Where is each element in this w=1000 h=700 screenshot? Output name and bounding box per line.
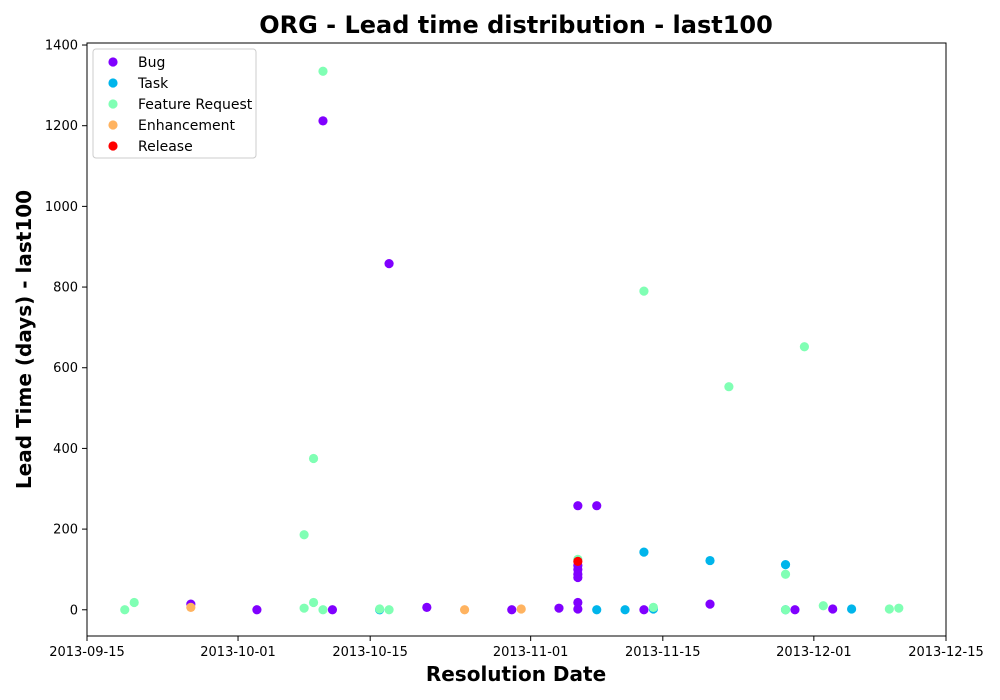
data-point-task: [847, 604, 857, 614]
legend-marker: [108, 141, 118, 151]
legend-marker: [108, 99, 118, 109]
data-point-task: [780, 559, 791, 570]
data-point-bug: [422, 602, 432, 612]
data-point-feature-request: [375, 604, 385, 614]
data-point-bug: [554, 603, 564, 613]
data-point-release: [573, 556, 583, 566]
x-axis-label: Resolution Date: [426, 662, 606, 686]
y-tick-label: 400: [53, 442, 78, 457]
legend-marker: [108, 57, 118, 67]
data-point-feature-request: [318, 605, 328, 615]
legend: Bug Task Feature Request Enhancement Release: [92, 48, 257, 159]
legend-label: Feature Request: [138, 97, 253, 113]
y-tick-label: 200: [53, 523, 78, 538]
x-axis: 2013-09-15 2013-10-01 2013-10-15 2013-11-01…: [49, 636, 984, 660]
data-point-feature-request: [299, 603, 309, 613]
x-tick-label: 2013-09-15: [49, 645, 125, 660]
data-point-feature-request: [799, 342, 810, 352]
data-point-feature-request: [780, 605, 791, 615]
y-tick-label: 0: [70, 603, 78, 618]
data-point-task: [592, 605, 602, 615]
data-point-bug: [384, 259, 394, 269]
data-point-task: [639, 547, 649, 557]
data-point-feature-request: [308, 597, 319, 608]
legend-label: Task: [137, 76, 169, 92]
data-point-bug: [252, 605, 262, 615]
data-point-enhancement: [459, 605, 470, 615]
chart-title: ORG - Lead time distribution - last100: [259, 11, 773, 39]
data-point-bug: [507, 605, 517, 615]
y-tick-label: 1400: [45, 39, 78, 54]
data-point-bug: [573, 501, 583, 511]
data-point-bug: [790, 605, 800, 615]
data-point-enhancement: [516, 604, 526, 614]
data-point-feature-request: [299, 530, 309, 540]
legend-marker: [108, 120, 118, 130]
legend-marker: [108, 78, 118, 88]
data-point-feature-request: [648, 602, 658, 612]
data-point-feature-request: [780, 569, 791, 579]
y-tick-label: 1200: [45, 119, 78, 134]
data-point-feature-request: [129, 597, 139, 608]
x-tick-label: 2013-12-15: [908, 645, 984, 660]
data-point-task: [620, 605, 630, 615]
y-axis-label: Lead Time (days) - last100: [12, 190, 36, 489]
data-point-bug: [639, 605, 649, 615]
data-point-feature-request: [120, 605, 130, 615]
y-tick-label: 600: [53, 361, 78, 376]
data-point-enhancement: [186, 602, 196, 612]
data-point-feature-request: [308, 453, 319, 464]
data-point-bug: [573, 597, 583, 608]
data-point-feature-request: [639, 286, 649, 296]
data-point-feature-request: [384, 605, 394, 615]
data-point-bug: [573, 604, 583, 614]
legend-label: Enhancement: [138, 118, 235, 134]
data-point-feature-request: [318, 66, 328, 76]
x-tick-label: 2013-10-01: [200, 645, 276, 660]
data-point-feature-request: [894, 603, 904, 613]
data-points: [120, 66, 904, 615]
legend-label: Bug: [138, 55, 165, 71]
data-point-bug: [705, 599, 715, 609]
data-point-feature-request: [884, 604, 894, 614]
y-tick-label: 1000: [45, 200, 78, 215]
data-point-feature-request: [818, 601, 828, 611]
y-axis: 0 200 400 600 800 1000 1200 1400: [45, 39, 87, 618]
x-tick-label: 2013-12-01: [776, 645, 852, 660]
legend-label: Release: [138, 139, 193, 155]
x-tick-label: 2013-11-15: [625, 645, 701, 660]
x-tick-label: 2013-10-15: [332, 645, 408, 660]
data-point-bug: [327, 605, 338, 615]
data-point-feature-request: [724, 382, 734, 392]
data-point-bug: [828, 604, 838, 614]
data-point-task: [705, 555, 715, 566]
data-point-bug: [592, 501, 602, 511]
x-tick-label: 2013-11-01: [493, 645, 569, 660]
data-point-bug: [318, 116, 328, 126]
legend-frame: [92, 48, 257, 159]
y-tick-label: 800: [53, 281, 78, 296]
